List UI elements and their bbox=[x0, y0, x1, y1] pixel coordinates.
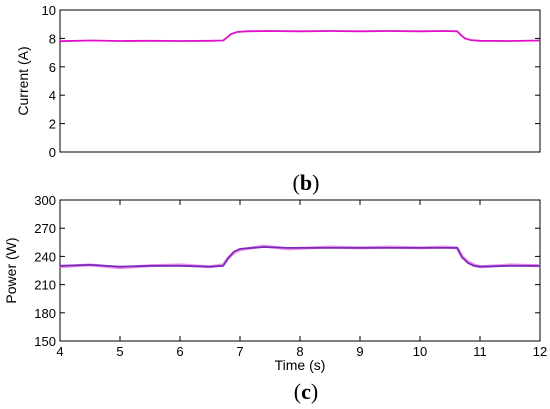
caption-open: ( bbox=[294, 379, 301, 404]
plot-frame bbox=[59, 9, 541, 153]
x-tick-label: 12 bbox=[533, 344, 547, 359]
power-chart-panel: 150 180 210 240 270 300 4 5 6 7 8 9 10 11 12 Power (W) T… bbox=[3, 193, 547, 404]
x-tick-label: 6 bbox=[176, 344, 183, 359]
series-line bbox=[59, 246, 540, 268]
y-tick-label: 6 bbox=[49, 60, 56, 75]
y-tick-label: 270 bbox=[34, 221, 56, 236]
y-tick-label: 2 bbox=[49, 117, 56, 132]
y-tick-label: 240 bbox=[34, 249, 56, 264]
x-tick-label: 8 bbox=[296, 344, 303, 359]
y-tick-label: 4 bbox=[49, 88, 56, 103]
caption-open: ( bbox=[293, 170, 300, 195]
y-tick-label: 0 bbox=[49, 145, 56, 160]
panel-caption: (b) bbox=[293, 170, 320, 195]
caption-letter: c bbox=[301, 379, 311, 404]
caption-close: ) bbox=[312, 170, 319, 195]
x-tick-label: 7 bbox=[236, 344, 243, 359]
x-tick-label: 10 bbox=[413, 344, 427, 359]
series-line bbox=[59, 244, 541, 270]
y-tick-label: 300 bbox=[34, 193, 56, 208]
y-axis-label: Power (W) bbox=[3, 237, 19, 303]
x-tick-label: 9 bbox=[356, 344, 363, 359]
y-tick-label: 10 bbox=[42, 3, 56, 18]
x-tick-label: 11 bbox=[473, 344, 487, 359]
x-axis-label: Time (s) bbox=[275, 357, 326, 373]
caption-close: ) bbox=[311, 379, 318, 404]
caption-letter: b bbox=[300, 170, 312, 195]
y-tick-label: 8 bbox=[49, 31, 56, 46]
y-tick-label: 210 bbox=[34, 278, 56, 293]
y-axis-label: Current (A) bbox=[15, 46, 31, 115]
current-chart-panel: 0 2 4 6 8 10 Current (A) (b) bbox=[15, 3, 541, 195]
x-tick-label: 4 bbox=[56, 344, 63, 359]
panel-caption: (c) bbox=[294, 379, 318, 404]
y-tick-label: 150 bbox=[34, 334, 56, 349]
series-line bbox=[59, 30, 541, 43]
plot-frame bbox=[59, 199, 541, 342]
y-tick-label: 180 bbox=[34, 306, 56, 321]
x-tick-label: 5 bbox=[116, 344, 123, 359]
